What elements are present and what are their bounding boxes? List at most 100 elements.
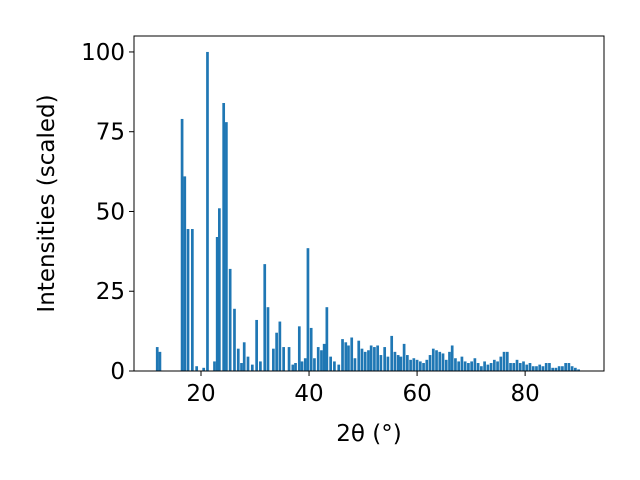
bar bbox=[320, 350, 323, 371]
bar bbox=[418, 361, 422, 371]
bar bbox=[467, 363, 470, 371]
bar bbox=[344, 342, 348, 371]
bar bbox=[551, 367, 555, 371]
bar bbox=[512, 363, 516, 371]
bar bbox=[360, 348, 364, 371]
bar bbox=[406, 355, 409, 371]
plot-frame bbox=[133, 35, 605, 372]
bar bbox=[278, 321, 282, 371]
bar bbox=[480, 366, 483, 371]
bar bbox=[275, 332, 278, 371]
bar bbox=[325, 307, 329, 371]
bar bbox=[393, 351, 397, 371]
bar bbox=[218, 208, 221, 371]
bar bbox=[473, 358, 477, 371]
bar bbox=[363, 351, 367, 371]
bar bbox=[574, 367, 577, 371]
bar bbox=[236, 348, 240, 371]
bar bbox=[206, 51, 209, 371]
bar bbox=[357, 340, 361, 371]
bar bbox=[525, 364, 529, 371]
bar bbox=[306, 248, 310, 371]
bar bbox=[428, 355, 432, 371]
bar bbox=[531, 366, 535, 371]
bar bbox=[195, 366, 199, 371]
bar bbox=[457, 361, 461, 371]
bar bbox=[518, 363, 522, 371]
bar bbox=[337, 364, 341, 371]
bars-group bbox=[155, 51, 580, 371]
bar bbox=[373, 347, 376, 371]
bar bbox=[463, 361, 467, 371]
bar bbox=[535, 366, 538, 371]
x-tick-label: 40 bbox=[294, 381, 323, 407]
bar bbox=[240, 363, 243, 371]
bar bbox=[454, 358, 457, 371]
bar bbox=[577, 369, 580, 371]
bar bbox=[190, 229, 194, 371]
bar bbox=[399, 356, 403, 371]
bar bbox=[435, 350, 438, 371]
bar bbox=[369, 345, 373, 371]
bar bbox=[383, 347, 387, 371]
x-tick-label: 60 bbox=[402, 381, 431, 407]
bar bbox=[316, 347, 320, 371]
bar bbox=[415, 359, 419, 371]
bar bbox=[499, 356, 503, 371]
bar bbox=[528, 363, 532, 371]
bar bbox=[544, 363, 548, 371]
bar bbox=[541, 366, 545, 371]
bar bbox=[255, 319, 258, 371]
bar bbox=[250, 364, 254, 371]
bar bbox=[297, 326, 301, 371]
y-tick-label: 50 bbox=[96, 199, 125, 225]
bar bbox=[548, 363, 551, 371]
bar bbox=[509, 363, 512, 371]
bar bbox=[448, 351, 451, 371]
bar bbox=[554, 367, 558, 371]
bar bbox=[422, 363, 425, 371]
bar bbox=[367, 350, 370, 371]
bar bbox=[412, 358, 416, 371]
bar bbox=[341, 339, 344, 371]
bar bbox=[263, 264, 267, 371]
bar bbox=[402, 343, 406, 371]
y-axis-label: Intensities (scaled) bbox=[34, 94, 60, 312]
bar bbox=[180, 118, 184, 371]
bar bbox=[322, 343, 326, 371]
x-axis-label: 2θ (°) bbox=[336, 421, 401, 447]
bar bbox=[492, 359, 496, 371]
bar bbox=[441, 353, 445, 371]
bar bbox=[329, 356, 332, 371]
bar bbox=[303, 358, 307, 371]
bar bbox=[438, 351, 442, 371]
x-axis-ticks: 20 40 60 80 bbox=[186, 371, 540, 407]
bar bbox=[538, 364, 542, 371]
bar bbox=[202, 367, 206, 371]
bar bbox=[444, 359, 448, 371]
bar bbox=[350, 337, 354, 371]
bar bbox=[561, 366, 564, 371]
bar bbox=[333, 361, 336, 371]
bar bbox=[489, 363, 493, 371]
bar bbox=[215, 237, 219, 371]
bar bbox=[379, 355, 383, 371]
bar bbox=[313, 358, 316, 371]
bar bbox=[222, 103, 226, 371]
bar bbox=[353, 358, 357, 371]
bar bbox=[186, 229, 190, 371]
bar bbox=[502, 351, 506, 371]
bar bbox=[557, 366, 561, 371]
bar bbox=[233, 308, 236, 371]
bar bbox=[300, 361, 304, 371]
y-tick-label: 0 bbox=[110, 359, 125, 385]
bar bbox=[347, 345, 350, 371]
bar bbox=[309, 327, 313, 371]
bar bbox=[155, 347, 159, 371]
bar bbox=[460, 356, 464, 371]
bar bbox=[496, 361, 499, 371]
bar bbox=[259, 361, 262, 371]
bar bbox=[282, 347, 285, 371]
bar bbox=[450, 345, 454, 371]
